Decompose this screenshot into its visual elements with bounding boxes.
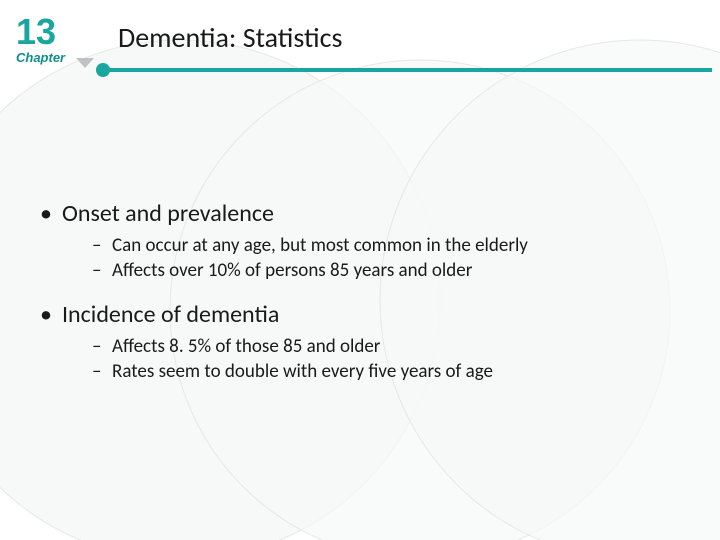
- chapter-number: 13: [16, 11, 56, 52]
- chapter-badge: 13 Chapter: [10, 10, 100, 80]
- bullet-level2: Rates seem to double with every five yea…: [92, 360, 680, 383]
- bullet-level1: Incidence of dementia: [40, 300, 680, 329]
- slide-title: Dementia: Statistics: [118, 20, 720, 55]
- bullet-level2: Affects 8. 5% of those 85 and older: [92, 335, 680, 358]
- bullet-level2: Can occur at any age, but most common in…: [92, 234, 680, 257]
- slide-header: 13 Chapter Dementia: Statistics: [0, 0, 720, 55]
- bullet-level2: Affects over 10% of persons 85 years and…: [92, 259, 680, 282]
- chapter-label: Chapter: [16, 50, 66, 65]
- bullet-level1: Onset and prevalence: [40, 199, 680, 228]
- title-rule: [102, 68, 712, 72]
- slide-body: Onset and prevalence Can occur at any ag…: [0, 81, 720, 383]
